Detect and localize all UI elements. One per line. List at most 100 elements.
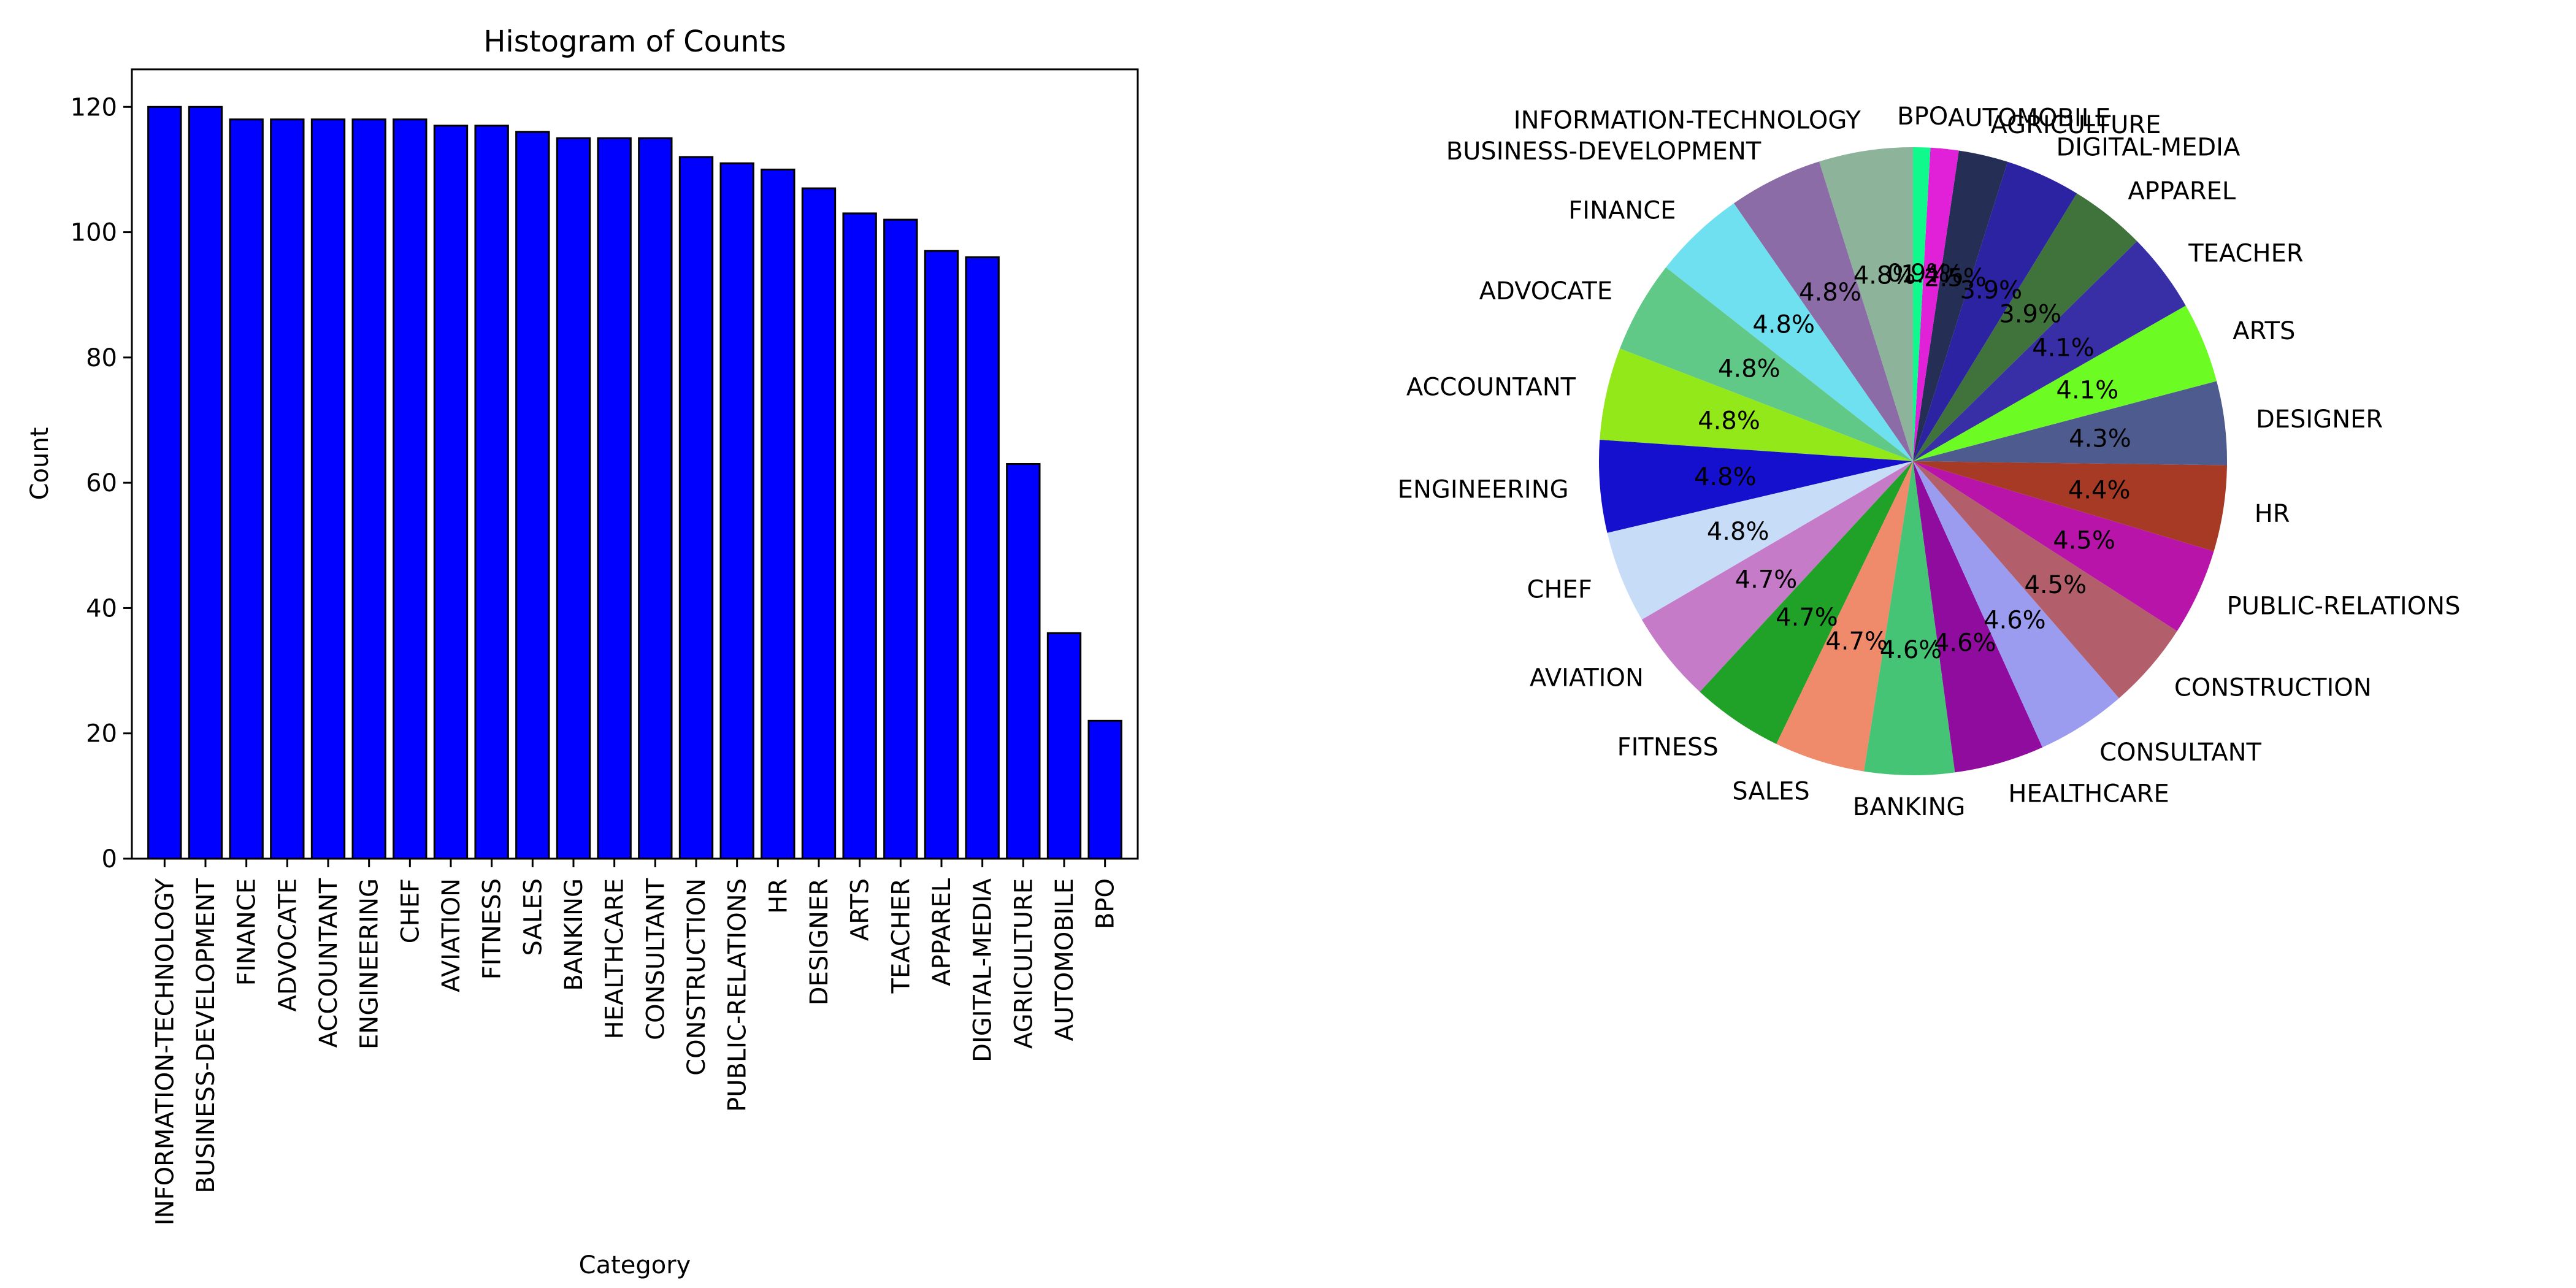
x-tick-label: SALES <box>519 878 547 956</box>
pie-slice-label: BPO <box>1897 102 1948 131</box>
pie-percent-label: 4.8% <box>1752 311 1815 339</box>
y-tick-label: 80 <box>86 344 117 372</box>
pie-percent-label: 4.8% <box>1698 407 1760 435</box>
bar <box>147 105 182 860</box>
pie-percent-label: 4.6% <box>1880 636 1942 664</box>
pie-percent-label: 4.4% <box>2068 476 2131 504</box>
pie-percent-label: 4.5% <box>2024 571 2087 599</box>
pie-percent-label: 3.9% <box>1960 276 2023 304</box>
pie-slice-label: CONSTRUCTION <box>2174 674 2372 702</box>
pie-percent-label: 4.8% <box>1853 261 1916 289</box>
pie-percent-label: 4.7% <box>1735 565 1798 594</box>
pie-percent-label: 4.6% <box>1934 629 1996 657</box>
pie-percent-label: 4.6% <box>1984 607 2046 635</box>
bar <box>761 168 795 860</box>
bar-series <box>147 105 1122 860</box>
pie-slice-label: FINANCE <box>1568 196 1676 224</box>
pie-slice <box>1913 461 2043 773</box>
pie-percent-label: 2.5% <box>1924 264 1987 293</box>
x-tick-label: HR <box>764 878 792 914</box>
pie-slice <box>1819 147 1913 461</box>
bar-chart: Histogram of Counts 0 20 40 60 80 100 120 INFO… <box>26 25 1139 1279</box>
pie-slice <box>1913 147 1959 462</box>
pie-percent-label: 4.7% <box>1776 604 1838 632</box>
pie-slice <box>1913 150 2008 462</box>
bar <box>474 125 509 860</box>
pie-percent-label: 4.1% <box>2032 334 2095 362</box>
pie-percent-label: 4.8% <box>1799 278 1861 307</box>
bar <box>351 118 386 860</box>
pie-slice-label: TEACHER <box>2188 239 2303 267</box>
x-tick-label: BUSINESS-DEVELOPMENT <box>192 878 220 1193</box>
pie-percent-label: 4.8% <box>1718 355 1781 383</box>
y-tick-label: 20 <box>86 720 117 748</box>
pie-percent-label: 4.7% <box>1825 627 1888 656</box>
y-tick-label: 120 <box>71 93 117 121</box>
pie-slice <box>1600 348 1913 461</box>
pie-slice-label: CONSULTANT <box>2099 738 2261 767</box>
bar <box>188 105 223 860</box>
pie-slice-label: ARTS <box>2233 317 2295 345</box>
pie-percent-label: 4.8% <box>1694 463 1757 491</box>
bar <box>965 256 1000 860</box>
y-tick-label: 0 <box>102 845 117 873</box>
y-axis-label: Count <box>26 427 54 500</box>
bar <box>1087 719 1122 860</box>
x-tick-label: CONSTRUCTION <box>683 878 711 1076</box>
pie-slice <box>1913 461 2119 748</box>
x-axis-ticks: INFORMATION-TECHNOLOGY BUSINESS-DEVELOPME… <box>151 859 1120 1225</box>
bar <box>638 137 673 860</box>
pie-slice <box>1620 267 1913 461</box>
bar <box>719 162 754 860</box>
pie-slice <box>1913 381 2227 466</box>
pie-percent-label: 4.8% <box>1707 518 1769 546</box>
x-tick-label: AVIATION <box>437 878 466 992</box>
pie-slice-label: APPAREL <box>2128 177 2236 205</box>
x-tick-label: ENGINEERING <box>356 878 384 1049</box>
bar <box>433 125 469 860</box>
x-tick-label: BANKING <box>560 878 588 991</box>
pie-slice-label: SALES <box>1732 777 1809 805</box>
pie-slice-label: DESIGNER <box>2256 405 2383 434</box>
x-tick-label: TEACHER <box>887 878 915 994</box>
pie-percent-label: 4.5% <box>2053 526 2115 554</box>
bar <box>310 118 346 860</box>
pie-slice <box>1599 440 1913 533</box>
x-tick-label: FITNESS <box>478 878 507 979</box>
x-tick-label: DESIGNER <box>805 878 834 1005</box>
x-tick-label: AGRICULTURE <box>1010 878 1038 1049</box>
bar <box>597 137 632 860</box>
x-tick-label: ACCOUNTANT <box>315 878 343 1048</box>
x-tick-label: ADVOCATE <box>274 878 302 1012</box>
pie-slice-label: ADVOCATE <box>1479 277 1613 305</box>
x-tick-label: BPO <box>1092 878 1120 929</box>
y-tick-label: 40 <box>86 594 117 623</box>
pie-slice <box>1913 161 2077 461</box>
pie-percent-label: 4.3% <box>2069 424 2131 453</box>
pie-slice <box>1700 461 1913 744</box>
bar <box>515 131 550 860</box>
bar <box>924 250 959 860</box>
pie-percent-label: 1.4% <box>1901 260 1963 288</box>
pie-slice-label: HR <box>2255 500 2290 528</box>
pie-slice <box>1913 461 2227 551</box>
pie-slice-label: DIGITAL-MEDIA <box>2056 133 2240 161</box>
pie-percent-label: 4.1% <box>2057 377 2119 405</box>
pie-slice <box>1913 241 2186 461</box>
pie-slice-label: AVIATION <box>1530 664 1644 692</box>
pie-slice-label: BUSINESS-DEVELOPMENT <box>1446 137 1761 166</box>
bar <box>1006 463 1041 860</box>
pie-slice-label: HEALTHCARE <box>2008 780 2169 808</box>
bar <box>270 118 305 860</box>
x-axis-label: Category <box>579 1251 691 1279</box>
pie-slice-label: PUBLIC-RELATIONS <box>2227 592 2461 620</box>
pie-slice-label: INFORMATION-TECHNOLOGY <box>1514 106 1861 134</box>
pie-slice-label: ENGINEERING <box>1398 476 1569 504</box>
pie-slice <box>1913 193 2137 461</box>
pie-slice <box>1913 461 2214 632</box>
pie-slice-label: AUTOMOBILE <box>1948 104 2110 132</box>
x-tick-label: APPAREL <box>928 878 956 986</box>
pie-slice <box>1864 461 1955 775</box>
pie-slice <box>1607 461 1913 620</box>
